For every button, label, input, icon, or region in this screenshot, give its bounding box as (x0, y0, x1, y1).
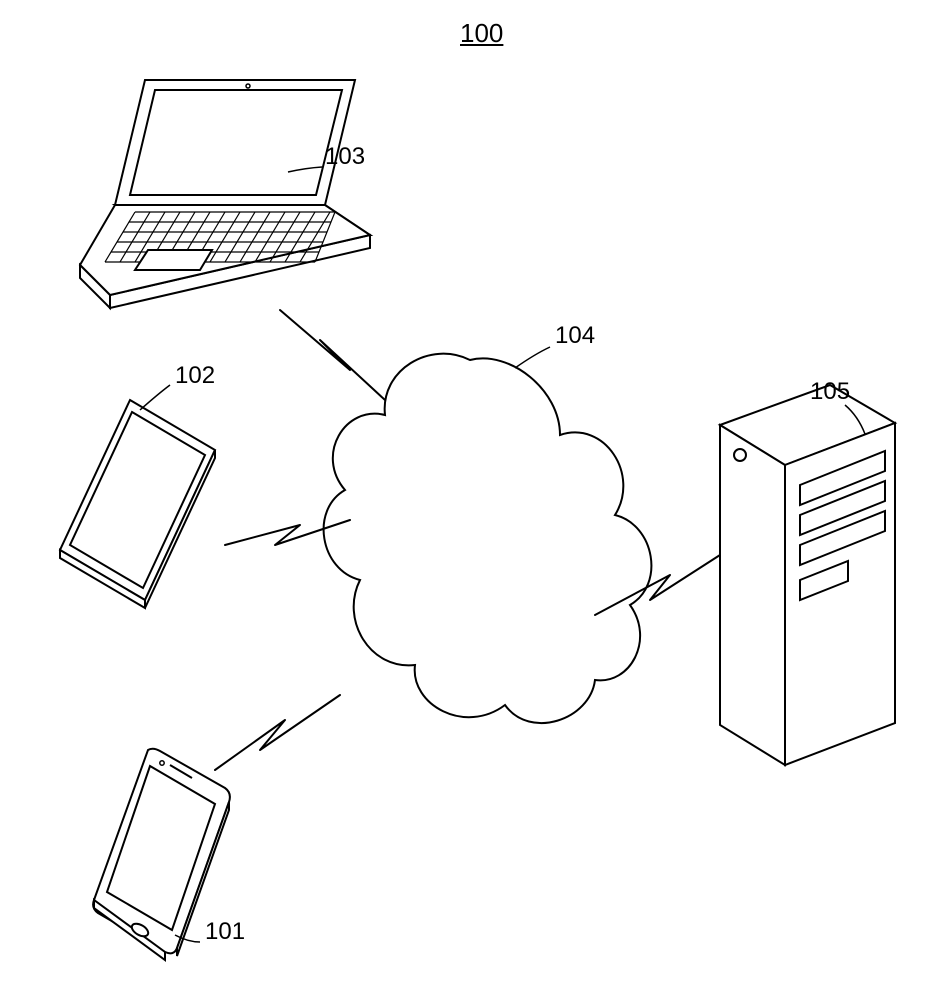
label-104: 104 (555, 322, 595, 350)
diagram-canvas (0, 0, 941, 1000)
server-icon (720, 385, 895, 765)
cloud-icon (324, 354, 652, 723)
label-102: 102 (175, 362, 215, 390)
label-105: 105 (810, 378, 850, 406)
network-architecture-diagram: 100 (0, 0, 941, 1000)
label-103: 103 (325, 143, 365, 171)
tablet-icon (60, 400, 215, 608)
laptop-icon (80, 80, 370, 308)
figure-title: 100 (460, 18, 503, 49)
label-101: 101 (205, 918, 245, 946)
